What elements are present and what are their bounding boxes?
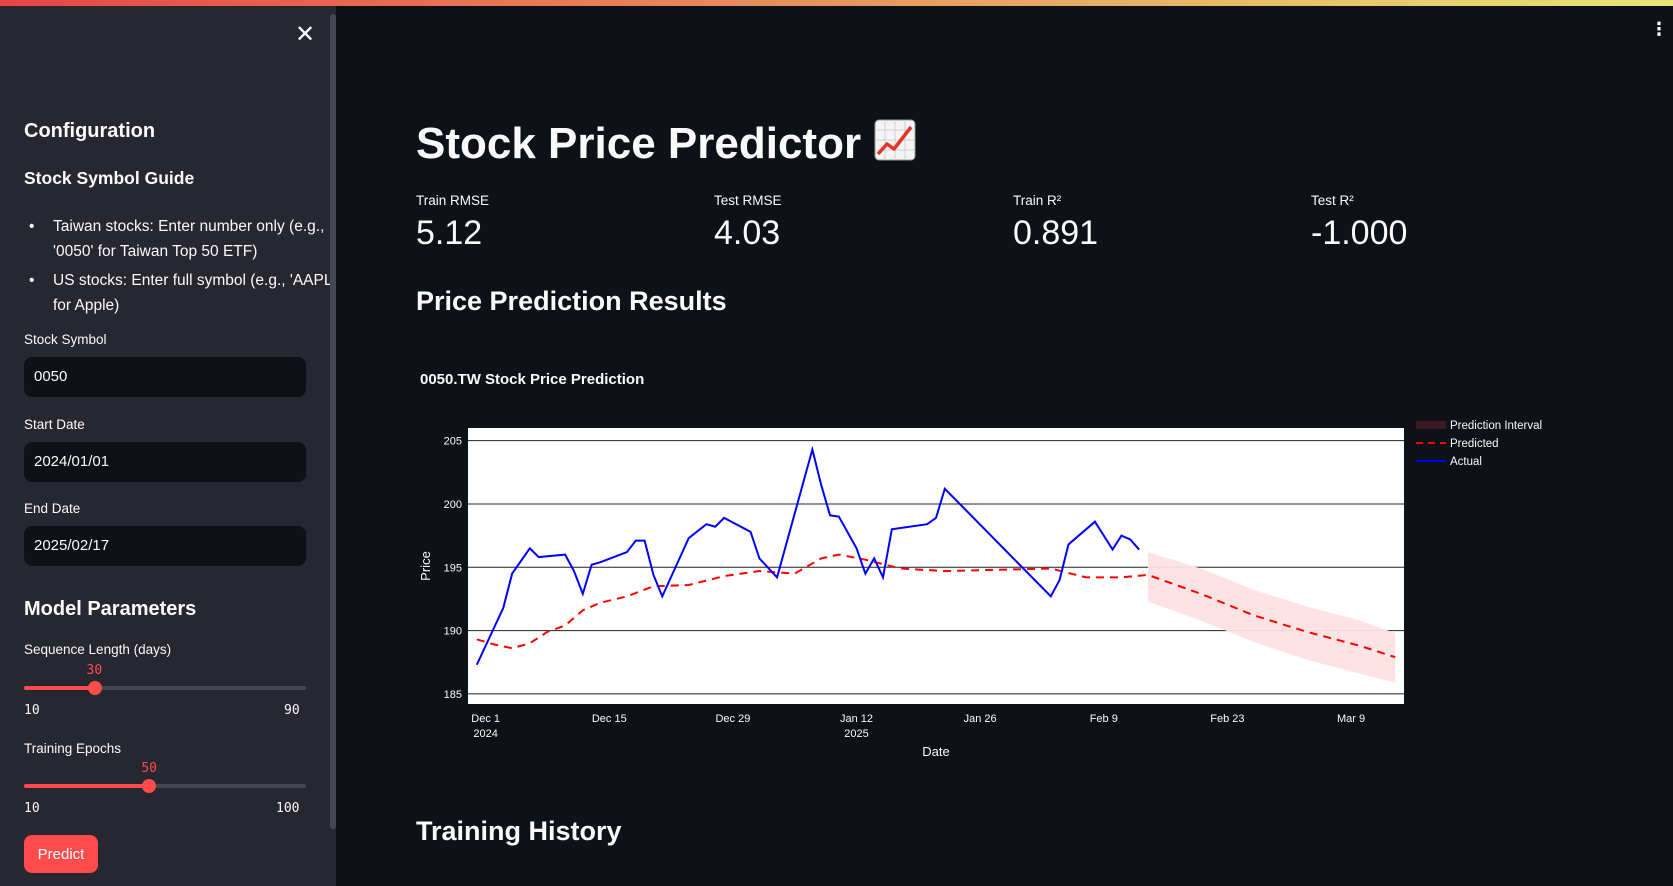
metric-label-train-r2: Train R² <box>1013 193 1062 208</box>
sequence-length-value: 30 <box>86 663 103 678</box>
legend-label-prediction-interval: Prediction Interval <box>1450 420 1542 432</box>
start-date-input[interactable]: 2024/01/01 <box>24 442 306 482</box>
training-epochs-slider-fill <box>24 784 150 788</box>
training-epochs-label: Training Epochs <box>24 741 122 756</box>
metric-value-test-rmse: 4.03 <box>714 214 781 252</box>
price-prediction-chart[interactable]: 185 190 195 200 205 Dec 1 2024 Dec 15 Dec 29 Jan … <box>416 420 1596 770</box>
x-tick-label: Jan 12 <box>840 713 873 725</box>
plot-area <box>468 428 1404 704</box>
model-parameters-heading: Model Parameters <box>24 598 197 620</box>
actual-series-line <box>475 445 1140 666</box>
x-tick-label: Dec 15 <box>592 713 627 725</box>
x-tick-sublabel: 2024 <box>473 728 497 740</box>
y-tick-label: 190 <box>444 626 462 638</box>
chart-increasing-icon <box>873 118 917 173</box>
x-tick-label: Mar 9 <box>1337 713 1365 725</box>
sequence-length-min: 10 <box>24 703 40 718</box>
y-tick-label: 195 <box>444 562 462 574</box>
y-tick-label: 205 <box>444 436 462 448</box>
chart-title: 0050.TW Stock Price Prediction <box>420 371 645 388</box>
sequence-length-label: Sequence Length (days) <box>24 642 172 657</box>
stock-symbol-input[interactable]: 0050 <box>24 357 306 397</box>
stock-symbol-label: Stock Symbol <box>24 332 107 347</box>
sequence-length-slider-thumb[interactable] <box>87 681 102 695</box>
guide-item-us: US stocks: Enter full symbol (e.g., 'AAP… <box>29 268 336 318</box>
x-tick-sublabel: 2025 <box>844 728 868 740</box>
legend-label-predicted: Predicted <box>1450 438 1499 450</box>
y-tick-label: 185 <box>444 689 462 701</box>
close-icon[interactable]: ✕ <box>294 21 316 48</box>
metric-value-test-r2: -1.000 <box>1311 214 1408 252</box>
training-epochs-min: 10 <box>24 801 40 816</box>
sequence-length-slider[interactable] <box>24 681 306 695</box>
metric-label-test-r2: Test R² <box>1311 193 1354 208</box>
training-epochs-value: 50 <box>141 761 157 776</box>
sidebar-scrollbar[interactable] <box>330 14 336 829</box>
sidebar: ✕ Configuration Stock Symbol Guide Taiwa… <box>0 6 336 886</box>
metric-value-train-r2: 0.891 <box>1013 214 1099 252</box>
start-date-label: Start Date <box>24 417 85 432</box>
page-title-text: Stock Price Predictor <box>416 119 862 168</box>
x-tick-label: Feb 23 <box>1210 713 1244 725</box>
x-tick-label: Dec 29 <box>715 713 750 725</box>
x-axis-label: Date <box>922 744 949 759</box>
sequence-length-slider-fill <box>24 686 95 690</box>
legend-swatch-prediction-interval <box>1416 421 1446 429</box>
top-decoration-bar <box>0 0 1673 6</box>
stock-symbol-guide-list: Taiwan stocks: Enter number only (e.g., … <box>24 214 336 322</box>
legend-label-actual: Actual <box>1450 456 1482 468</box>
end-date-input[interactable]: 2025/02/17 <box>24 526 306 566</box>
y-axis-label: Price <box>418 551 433 581</box>
metric-label-train-rmse: Train RMSE <box>416 193 490 208</box>
page-title: Stock Price Predictor <box>416 118 917 173</box>
end-date-label: End Date <box>24 501 81 516</box>
x-tick-label: Dec 1 <box>471 713 500 725</box>
prediction-interval-band <box>1147 552 1396 683</box>
price-prediction-results-heading: Price Prediction Results <box>416 286 727 316</box>
predict-button[interactable]: Predict <box>24 835 98 873</box>
training-epochs-slider-thumb[interactable] <box>142 779 157 793</box>
y-tick-label: 200 <box>444 499 462 511</box>
vertical-dots-icon[interactable]: ⋮ <box>1650 19 1668 39</box>
sequence-length-max: 90 <box>284 703 300 718</box>
predicted-series-line <box>476 553 1396 659</box>
metric-label-test-rmse: Test RMSE <box>714 193 782 208</box>
configuration-heading: Configuration <box>24 120 156 142</box>
metric-value-train-rmse: 5.12 <box>416 214 483 252</box>
guide-item-taiwan: Taiwan stocks: Enter number only (e.g., … <box>29 214 336 264</box>
training-history-heading: Training History <box>416 816 622 846</box>
stock-symbol-guide-heading: Stock Symbol Guide <box>24 168 195 188</box>
x-tick-label: Jan 26 <box>964 713 997 725</box>
x-tick-label: Feb 9 <box>1090 713 1118 725</box>
training-epochs-max: 100 <box>276 801 300 816</box>
training-epochs-slider[interactable] <box>24 779 306 793</box>
